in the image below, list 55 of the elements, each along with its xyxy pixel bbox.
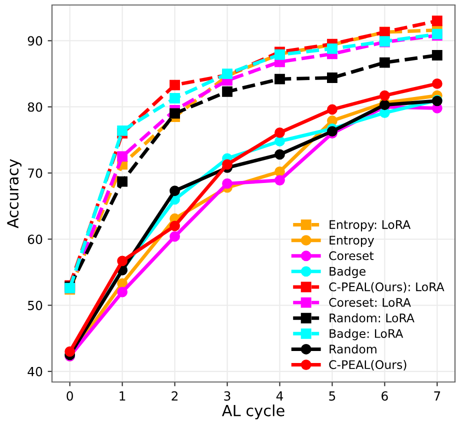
point	[170, 186, 180, 196]
point	[170, 108, 180, 119]
legend-label: Random: LoRA	[330, 313, 414, 322]
legend-label: C-PEAL(Ours): LoRA	[329, 282, 444, 293]
y-tick-label: 80	[28, 102, 42, 112]
y-tick-label: 40	[28, 366, 42, 376]
point	[274, 127, 285, 138]
point	[274, 149, 285, 160]
point	[432, 78, 442, 89]
point	[379, 90, 390, 101]
x-tick-label: 0	[66, 391, 73, 401]
point	[327, 43, 338, 54]
legend-label: Badge: LoRA	[330, 328, 404, 340]
point	[64, 346, 76, 357]
point	[274, 136, 285, 146]
point	[379, 57, 390, 68]
point	[170, 93, 180, 104]
x-tick-label: 6	[382, 391, 388, 401]
y-axis-title: Accuracy	[7, 159, 22, 228]
y-tick-label: 70	[28, 168, 42, 178]
legend-label: Coreset: LoRA	[329, 298, 411, 307]
point	[274, 74, 285, 84]
point	[274, 175, 285, 186]
point	[170, 220, 180, 232]
point	[222, 86, 232, 97]
point	[117, 151, 128, 162]
point	[327, 104, 338, 115]
legend-label: Coreset	[329, 251, 374, 260]
legend-label: C-PEAL(Ours)	[329, 360, 406, 370]
point	[117, 256, 128, 266]
point	[117, 176, 128, 187]
point	[117, 125, 128, 136]
legend-label: Entropy	[330, 236, 374, 247]
point	[274, 166, 285, 177]
legend-label: Badge	[330, 266, 366, 278]
x-axis-title: AL cycle	[222, 404, 284, 420]
point	[170, 80, 180, 90]
legend-label: Entropy: LoRA	[330, 220, 411, 232]
point	[170, 231, 180, 242]
x-tick-label: 7	[434, 391, 440, 401]
point	[327, 72, 338, 83]
legend-label: Random	[330, 344, 376, 354]
x-tick-label: 1	[120, 391, 126, 401]
point	[222, 159, 232, 170]
point	[222, 178, 232, 189]
x-tick-label: 4	[276, 391, 284, 401]
x-tick-label: 5	[329, 391, 336, 401]
point	[432, 50, 442, 60]
x-tick-label: 2	[172, 391, 178, 401]
x-tick-label: 3	[224, 391, 230, 401]
point	[117, 286, 128, 298]
point	[432, 16, 442, 26]
y-tick-label: 60	[28, 234, 42, 244]
y-tick-label: 50	[28, 300, 42, 310]
y-tick-label: 90	[28, 36, 42, 46]
